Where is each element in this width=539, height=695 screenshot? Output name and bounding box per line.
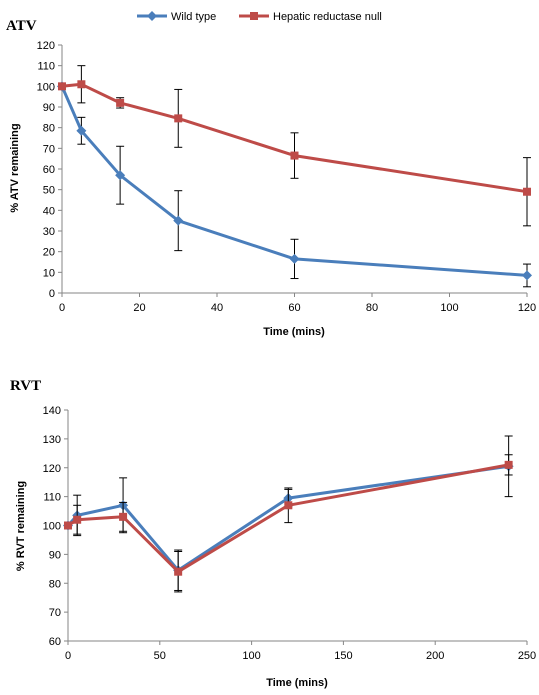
series-rvt	[63, 435, 514, 593]
x-tick-label: 80	[366, 302, 378, 314]
y-tick-label: 90	[43, 102, 55, 114]
y-tick-label: 120	[43, 463, 61, 475]
x-tick-label: 60	[288, 302, 300, 314]
x-tick-label: 0	[59, 302, 65, 314]
y-tick-label: 60	[43, 164, 55, 176]
legend-marker-hepatic-reductase-null	[250, 12, 258, 20]
x-tick-label: 50	[154, 650, 166, 662]
y-tick-label: 10	[43, 267, 55, 279]
data-point-hepatic-reductase-null	[290, 151, 299, 160]
data-point-hepatic-reductase-null	[504, 460, 513, 469]
y-tick-label: 80	[43, 123, 55, 135]
y-tick-label: 70	[49, 607, 61, 619]
x-axis-title-rvt: Time (mins)	[266, 677, 328, 689]
y-tick-label: 100	[37, 81, 55, 93]
y-tick-label: 60	[49, 636, 61, 648]
x-tick-label: 100	[242, 650, 260, 662]
data-point-hepatic-reductase-null	[119, 512, 128, 521]
series-line-wild-type	[60, 85, 528, 277]
y-tick-label: 110	[43, 492, 61, 504]
x-tick-label: 100	[440, 302, 458, 314]
data-point-hepatic-reductase-null	[523, 187, 531, 196]
y-tick-label: 30	[43, 226, 55, 238]
data-point-hepatic-reductase-null	[174, 114, 183, 123]
data-point-hepatic-reductase-null	[58, 82, 66, 91]
y-tick-label: 50	[43, 185, 55, 197]
chart-title-atv: ATV	[6, 18, 37, 34]
data-point-hepatic-reductase-null	[73, 515, 82, 524]
y-tick-label: 120	[37, 40, 55, 52]
legend-label-wild-type: Wild type	[171, 11, 216, 23]
legend-item-wild-type: Wild type	[137, 11, 216, 23]
y-axis-title-atv: % ATV remaining	[9, 123, 21, 212]
y-tick-label: 40	[43, 205, 55, 217]
chart-panel-atv: ATV % ATV remaining Time (mins) 0 10 20 30 4…	[6, 18, 536, 338]
chart-title-rvt: RVT	[10, 378, 41, 394]
y-tick-label: 80	[49, 578, 61, 590]
chart-panel-rvt: RVT % RVT remaining Time (mins) 60 70 80 90…	[10, 378, 536, 689]
x-tick-label: 40	[211, 302, 223, 314]
y-tick-label: 130	[43, 434, 61, 446]
series-hepatic-reductase-null	[64, 454, 513, 593]
series-hepatic-reductase-null	[58, 65, 531, 227]
x-tick-label: 0	[65, 650, 71, 662]
data-point-wild-type	[115, 170, 126, 181]
data-point-wild-type	[173, 215, 184, 226]
y-tick-label: 100	[43, 521, 61, 533]
legend-marker-wild-type	[147, 11, 157, 21]
data-point-hepatic-reductase-null	[174, 567, 183, 576]
data-point-wild-type	[522, 270, 532, 281]
data-point-hepatic-reductase-null	[116, 98, 125, 107]
x-tick-label: 150	[334, 650, 352, 662]
legend-label-hepatic-reductase-null: Hepatic reductase null	[273, 11, 382, 23]
data-point-hepatic-reductase-null	[284, 501, 293, 510]
data-point-wild-type	[76, 125, 87, 136]
data-point-wild-type	[289, 253, 300, 264]
y-tick-label: 0	[49, 288, 55, 300]
legend-item-hepatic-reductase-null: Hepatic reductase null	[239, 11, 382, 23]
y-axis-title-rvt: % RVT remaining	[15, 481, 27, 571]
x-tick-label: 200	[426, 650, 444, 662]
tick-labels-rvt: 60 70 80 90 100 110 120 130 140 0 50 100 150 200 250	[43, 405, 537, 662]
x-tick-label: 20	[133, 302, 145, 314]
y-tick-label: 90	[49, 549, 61, 561]
series-atv	[57, 65, 532, 288]
y-tick-label: 20	[43, 247, 55, 259]
x-axis-title-atv: Time (mins)	[263, 326, 325, 338]
x-tick-label: 250	[518, 650, 536, 662]
series-wild-type	[57, 81, 532, 288]
x-tick-label: 120	[518, 302, 536, 314]
y-tick-label: 140	[43, 405, 61, 417]
y-tick-label: 110	[37, 61, 55, 73]
tick-labels-atv: 0 10 20 30 40 50 60 70 80 90 100 110 120 0 20 40 60 80 100…	[37, 40, 537, 314]
data-point-hepatic-reductase-null	[77, 80, 86, 89]
data-point-hepatic-reductase-null	[64, 521, 72, 530]
legend: Wild type Hepatic reductase null	[137, 11, 382, 23]
y-tick-label: 70	[43, 143, 55, 155]
